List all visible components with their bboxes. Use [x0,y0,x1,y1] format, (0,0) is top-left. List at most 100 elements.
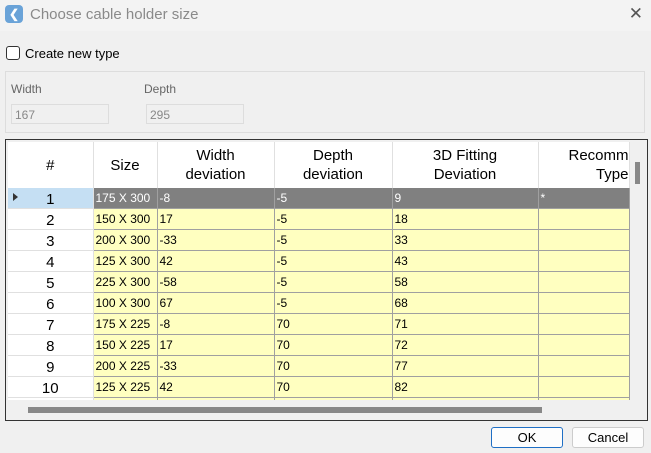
cable-holder-grid: # Size Width deviation Depth deviation 3D Fi… [5,139,648,421]
cell-3d-fitting-deviation[interactable]: 43 [392,250,539,272]
cell-3d-fitting-deviation[interactable]: 58 [392,271,539,293]
width-field[interactable]: 167 [11,104,109,124]
table-row[interactable]: 8 150 X 225 17 70 72 [8,334,630,356]
cell-recommended-type[interactable] [538,229,630,251]
sizes-table: # Size Width deviation Depth deviation 3D Fi… [8,142,630,419]
cell-3d-fitting-deviation[interactable]: 82 [392,376,539,398]
cell-recommended-type[interactable] [538,334,630,356]
cell-3d-fitting-deviation[interactable]: 9 [392,188,539,209]
depth-field[interactable]: 295 [146,104,244,124]
cell-recommended-type[interactable] [538,208,630,230]
cell-width-deviation[interactable]: 17 [157,208,275,230]
row-header[interactable]: 2 [8,208,94,230]
cell-3d-fitting-deviation[interactable]: 33 [392,229,539,251]
cell-size[interactable]: 150 X 225 [93,334,158,356]
column-header-3d-fitting-deviation[interactable]: 3D Fitting Deviation [392,142,539,188]
cell-depth-deviation[interactable]: 70 [274,355,393,377]
cell-depth-deviation[interactable]: -5 [274,229,393,251]
table-row[interactable]: 9 200 X 225 -33 70 77 [8,355,630,377]
table-row[interactable]: 7 175 X 225 -8 70 71 [8,313,630,335]
cell-size[interactable]: 200 X 225 [93,355,158,377]
cell-size[interactable]: 100 X 300 [93,292,158,314]
row-number: 5 [46,275,55,292]
create-new-type-label[interactable]: Create new type [25,46,120,61]
cell-width-deviation[interactable]: 17 [157,334,275,356]
column-header-recommended-type[interactable]: Recomm Type [538,142,630,188]
row-number: 9 [46,359,55,376]
cell-size[interactable]: 125 X 300 [93,250,158,272]
horizontal-scrollbar[interactable] [8,400,631,420]
row-header[interactable]: 8 [8,334,94,356]
cell-size[interactable]: 200 X 300 [93,229,158,251]
row-header[interactable]: 3 [8,229,94,251]
cell-width-deviation[interactable]: -8 [157,313,275,335]
cell-recommended-type[interactable] [538,313,630,335]
table-row[interactable]: 5 225 X 300 -58 -5 58 [8,271,630,293]
cell-size[interactable]: 125 X 225 [93,376,158,398]
cell-recommended-type[interactable] [538,250,630,272]
horizontal-scroll-thumb[interactable] [28,407,542,413]
cell-recommended-type[interactable] [538,376,630,398]
row-header[interactable]: 7 [8,313,94,335]
cell-recommended-type[interactable]: * [538,188,630,209]
row-number: 10 [41,380,59,397]
cell-width-deviation[interactable]: 42 [157,250,275,272]
cell-depth-deviation[interactable]: 70 [274,313,393,335]
cell-size[interactable]: 175 X 225 [93,313,158,335]
cell-3d-fitting-deviation[interactable]: 72 [392,334,539,356]
row-header[interactable]: 5 [8,271,94,293]
row-number: 4 [46,254,55,271]
cell-3d-fitting-deviation[interactable]: 77 [392,355,539,377]
table-row[interactable]: 4 125 X 300 42 -5 43 [8,250,630,272]
vertical-scrollbar[interactable] [631,142,647,400]
table-row[interactable]: 1 175 X 300 -8 -5 9 * [8,188,630,209]
table-row[interactable]: 3 200 X 300 -33 -5 33 [8,229,630,251]
cell-3d-fitting-deviation[interactable]: 68 [392,292,539,314]
cell-width-deviation[interactable]: -8 [157,188,275,209]
cell-width-deviation[interactable]: 67 [157,292,275,314]
cell-recommended-type[interactable] [538,355,630,377]
row-header[interactable]: 1 [8,188,94,209]
cell-depth-deviation[interactable]: 70 [274,376,393,398]
cell-depth-deviation[interactable]: -5 [274,292,393,314]
cell-depth-deviation[interactable]: -5 [274,188,393,209]
dimensions-group: Width 167 Depth 295 [5,71,645,133]
cell-depth-deviation[interactable]: 70 [274,334,393,356]
create-new-type-checkbox[interactable] [6,46,20,60]
row-header[interactable]: 10 [8,376,94,398]
cell-size[interactable]: 225 X 300 [93,271,158,293]
vertical-scroll-thumb[interactable] [635,162,640,184]
column-header-depth-deviation[interactable]: Depth deviation [274,142,393,188]
cell-width-deviation[interactable]: 42 [157,376,275,398]
table-row[interactable]: 10 125 X 225 42 70 82 [8,376,630,398]
row-number: 1 [46,191,55,208]
cell-recommended-type[interactable] [538,292,630,314]
cell-recommended-type[interactable] [538,271,630,293]
depth-label: Depth [144,82,177,96]
cell-depth-deviation[interactable]: -5 [274,250,393,272]
cell-width-deviation[interactable]: -58 [157,271,275,293]
cell-size[interactable]: 175 X 300 [93,188,158,209]
column-header-size[interactable]: Size [93,142,158,188]
row-header[interactable]: 9 [8,355,94,377]
close-button[interactable]: ✕ [628,4,643,23]
ok-button[interactable]: OK [491,427,563,448]
cell-depth-deviation[interactable]: -5 [274,208,393,230]
cell-3d-fitting-deviation[interactable]: 71 [392,313,539,335]
cell-width-deviation[interactable]: -33 [157,229,275,251]
cell-width-deviation[interactable]: -33 [157,355,275,377]
row-header[interactable]: 4 [8,250,94,272]
current-row-arrow-icon [13,193,18,201]
row-number: 8 [46,338,55,355]
row-number: 6 [46,296,55,313]
cell-size[interactable]: 150 X 300 [93,208,158,230]
cancel-button[interactable]: Cancel [572,427,644,448]
table-row[interactable]: 6 100 X 300 67 -5 68 [8,292,630,314]
row-header[interactable]: 6 [8,292,94,314]
table-row[interactable]: 2 150 X 300 17 -5 18 [8,208,630,230]
cell-3d-fitting-deviation[interactable]: 18 [392,208,539,230]
cell-depth-deviation[interactable]: -5 [274,271,393,293]
column-header-row-number[interactable]: # [8,142,94,188]
column-header-width-deviation[interactable]: Width deviation [157,142,275,188]
row-number: 3 [46,233,55,250]
